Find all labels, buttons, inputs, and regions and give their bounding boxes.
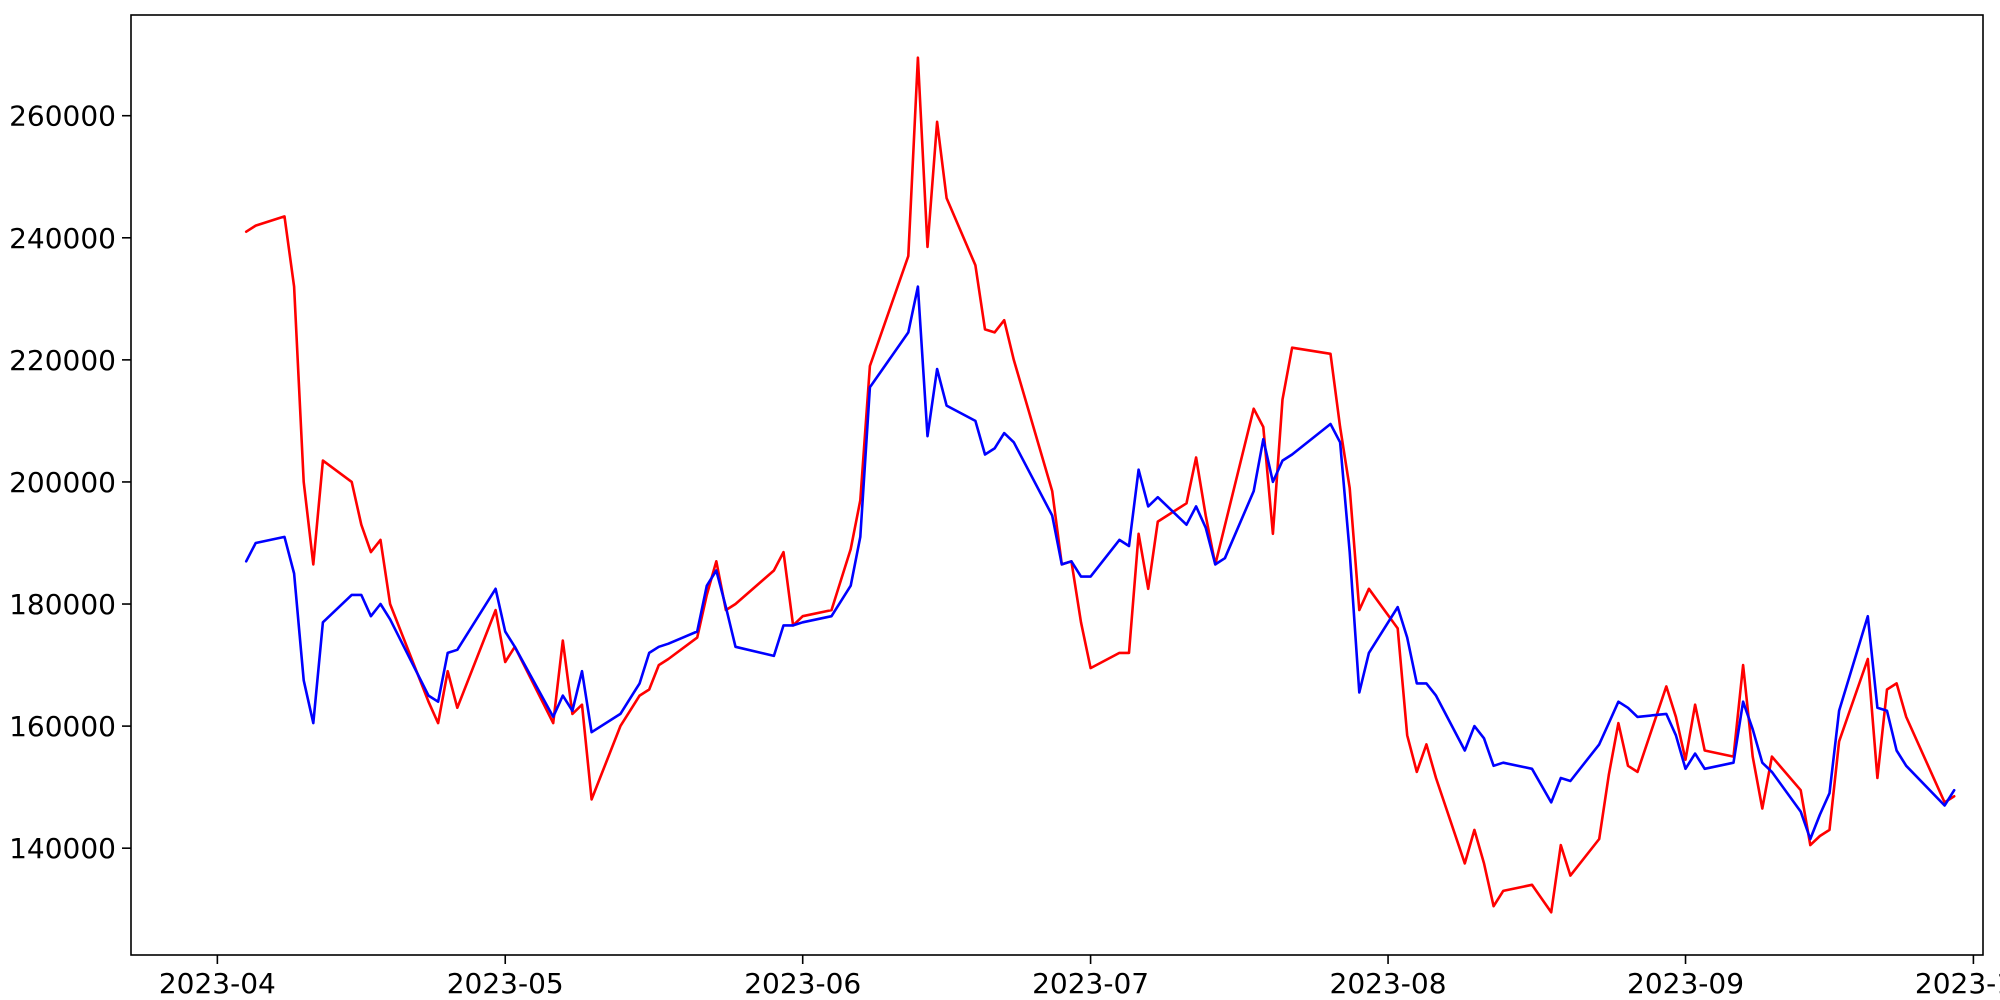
y-tick-label: 240000 xyxy=(9,222,116,255)
y-tick-label: 200000 xyxy=(9,466,116,499)
x-tick-label: 2023-09 xyxy=(1627,967,1744,1000)
x-tick-label: 2023-08 xyxy=(1330,967,1447,1000)
x-tick-label: 2023-04 xyxy=(159,967,276,1000)
x-tick-label: 2023-05 xyxy=(447,967,564,1000)
y-tick-label: 260000 xyxy=(9,100,116,133)
y-axis: 140000 160000 180000 200000 220000 240000 2600… xyxy=(9,100,131,865)
y-tick-label: 220000 xyxy=(9,344,116,377)
plot-frame xyxy=(130,14,1984,956)
y-tick-label: 160000 xyxy=(9,710,116,743)
x-tick-label: 2023-07 xyxy=(1032,967,1149,1000)
x-tick-label: 2023-06 xyxy=(744,967,861,1000)
y-tick-label: 140000 xyxy=(9,832,116,865)
series-layer xyxy=(244,56,1956,914)
y-tick-label: 180000 xyxy=(9,588,116,621)
series-line-2 xyxy=(244,285,1956,841)
x-axis: 2023-04 2023-05 2023-06 2023-07 2023-08 2023-… xyxy=(159,955,2000,1000)
series-line-1 xyxy=(244,56,1956,914)
x-tick-label: 2023-10 xyxy=(1915,967,2000,1000)
